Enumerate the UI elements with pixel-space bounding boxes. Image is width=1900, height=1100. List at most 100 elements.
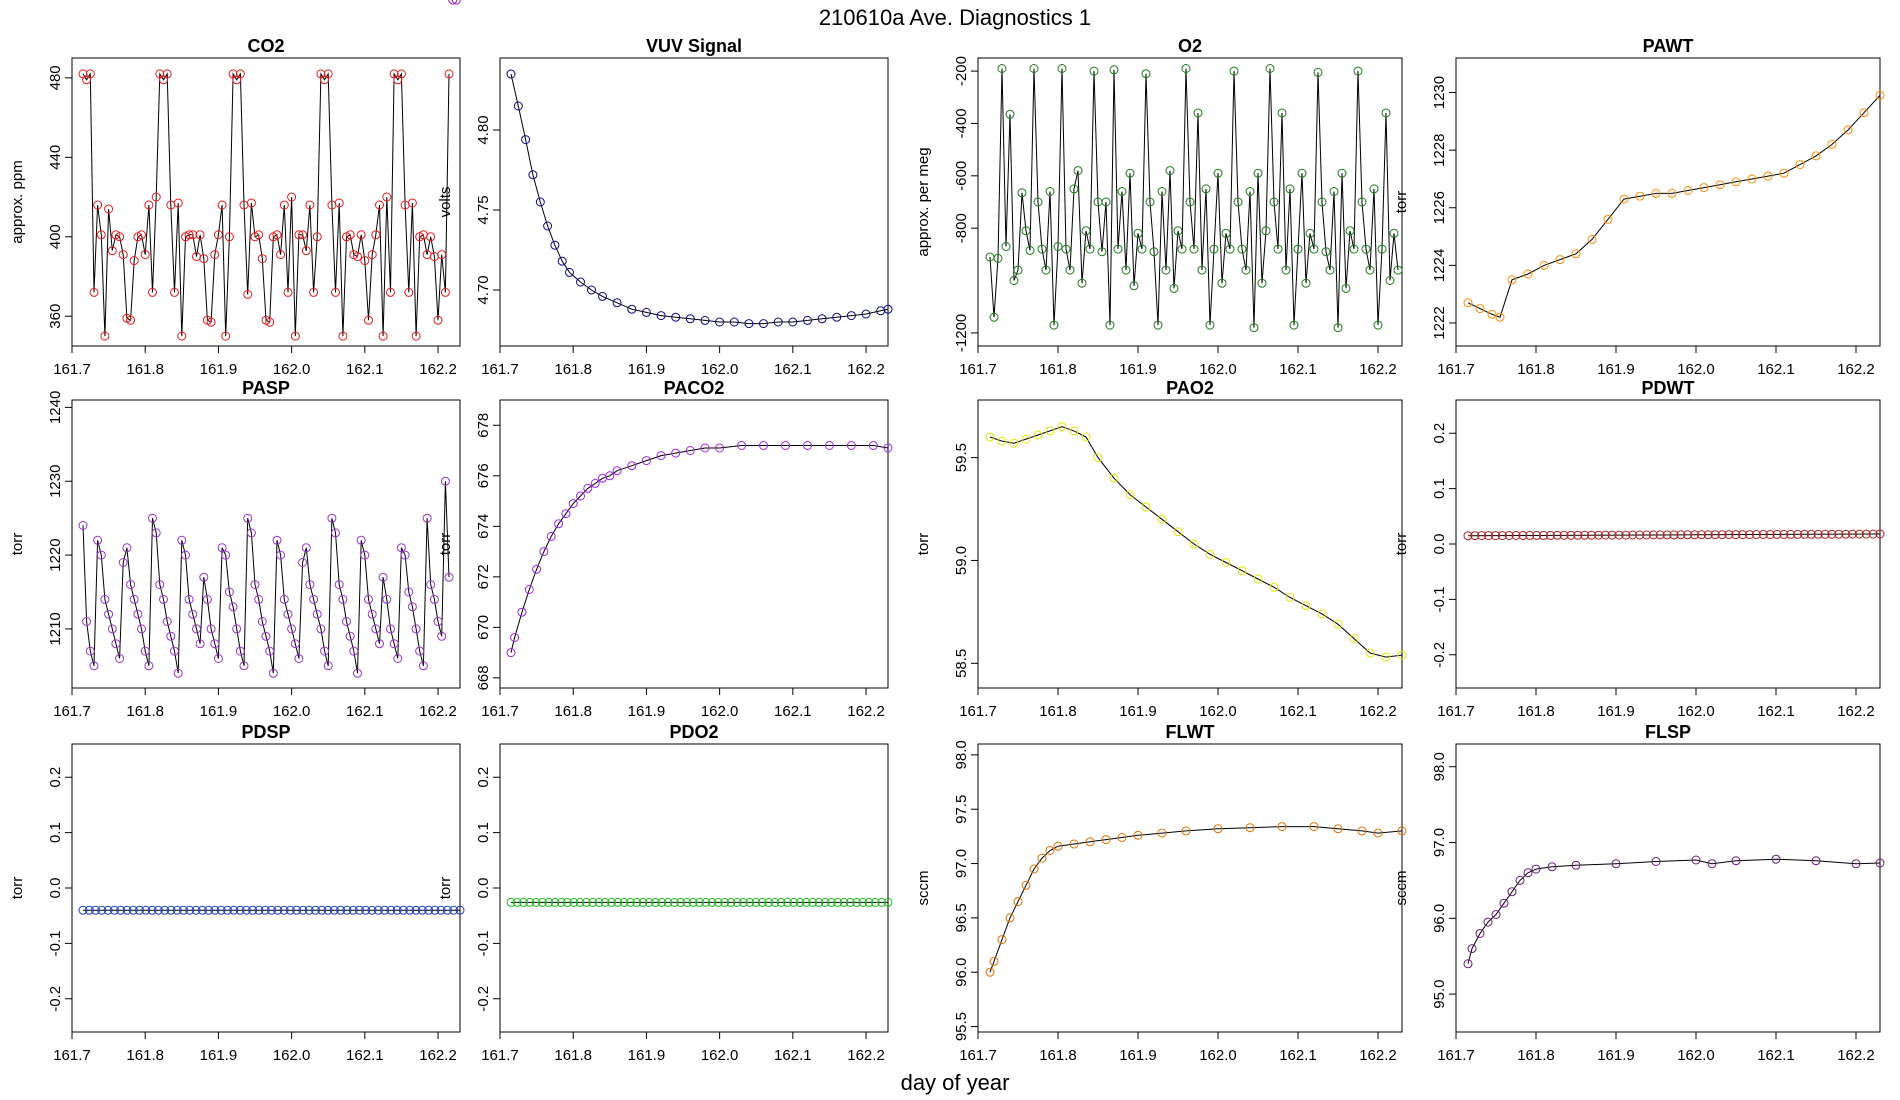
data-point — [1001, 242, 1011, 251]
data-point — [1149, 247, 1159, 257]
x-tick-label: 161.8 — [1517, 1047, 1555, 1064]
data-point — [1201, 184, 1211, 194]
data-point — [883, 304, 893, 314]
data-point — [1217, 278, 1227, 288]
data-point — [1545, 530, 1555, 540]
x-axis: 161.7 161.8 161.9 162.0 162.1 162.2 — [959, 688, 1397, 720]
y-tick-label: -400 — [953, 108, 970, 138]
data-point — [405, 905, 415, 915]
data-point — [411, 905, 421, 915]
data-point — [803, 441, 812, 450]
data-point — [688, 897, 698, 907]
series-line — [989, 826, 1403, 973]
data-point — [1233, 197, 1243, 207]
data-point — [1811, 151, 1821, 161]
data-point — [613, 897, 623, 907]
data-point — [317, 905, 327, 915]
data-point — [334, 198, 344, 208]
data-point — [1635, 530, 1645, 540]
panel-paco2: PACO2 161.7 161.8 161.9 162.0 162.1 162.2 668 67… — [437, 378, 893, 720]
data-point — [1690, 530, 1700, 540]
data-point — [535, 197, 545, 207]
data-point — [1305, 228, 1315, 238]
data-point — [685, 446, 695, 455]
y-axis: 1222 1224 1226 1228 1230 — [1431, 76, 1456, 340]
data-point — [290, 639, 300, 649]
y-tick-label: 668 — [475, 665, 492, 690]
data-point — [1357, 826, 1367, 836]
data-point — [1827, 139, 1837, 149]
data-point — [759, 319, 768, 329]
data-point — [1141, 69, 1151, 79]
data-point — [671, 448, 681, 458]
data-point — [312, 232, 322, 242]
x-tick-label: 162.2 — [1837, 703, 1875, 720]
y-tick-label: 0.2 — [475, 767, 492, 788]
x-tick-label: 161.8 — [1039, 361, 1077, 378]
data-point — [298, 230, 308, 240]
data-point — [140, 646, 150, 656]
data-point — [1559, 530, 1569, 540]
x-axis: 161.7 161.8 161.9 162.0 162.1 162.2 — [53, 688, 457, 720]
x-tick-label: 162.1 — [1757, 361, 1795, 378]
data-point — [411, 331, 421, 341]
x-tick-label: 162.1 — [774, 361, 812, 378]
series-line — [1467, 95, 1881, 318]
data-point — [1875, 858, 1885, 868]
data-point — [625, 897, 635, 907]
data-point — [1073, 166, 1083, 176]
data-point — [1281, 265, 1291, 275]
data-point — [241, 905, 251, 915]
y-tick-label: 1210 — [47, 612, 64, 645]
data-point — [1077, 278, 1087, 288]
y-axis: 668 670 672 674 676 678 — [475, 413, 500, 690]
data-point — [272, 230, 282, 240]
data-point — [1635, 191, 1645, 201]
data-point — [411, 624, 421, 634]
data-point — [1313, 67, 1323, 77]
data-point — [1333, 619, 1343, 629]
data-point — [651, 897, 660, 907]
data-point — [1389, 228, 1399, 238]
data-point — [839, 897, 849, 907]
data-point — [1009, 438, 1019, 448]
data-point — [426, 232, 436, 242]
data-point — [104, 204, 114, 214]
x-tick-label: 161.7 — [481, 1047, 519, 1064]
data-point — [1621, 530, 1631, 540]
data-point — [141, 905, 151, 915]
y-tick-label: 360 — [47, 304, 64, 329]
data-point — [440, 287, 450, 297]
data-point — [656, 451, 666, 461]
data-point — [1125, 168, 1135, 178]
data-point — [133, 609, 143, 619]
data-point — [1851, 859, 1861, 869]
x-axis: 161.7 161.8 161.9 162.0 162.1 162.2 — [959, 1032, 1397, 1064]
data-point — [378, 572, 388, 582]
data-point — [331, 287, 340, 297]
data-point — [1806, 529, 1816, 539]
y-tick-label: 1224 — [1431, 249, 1448, 282]
x-tick-label: 161.8 — [1517, 361, 1555, 378]
data-point — [1651, 857, 1661, 866]
data-point — [1843, 125, 1853, 135]
x-tick-label: 161.9 — [1119, 1047, 1157, 1064]
data-point — [279, 200, 289, 210]
data-point — [364, 315, 373, 325]
data-point — [375, 200, 384, 210]
data-point — [126, 580, 136, 590]
data-point — [1177, 244, 1187, 254]
y-tick-label: 96.5 — [953, 903, 970, 932]
data-point — [1793, 529, 1803, 539]
data-point — [845, 897, 855, 907]
data-point — [100, 331, 110, 341]
data-point — [1157, 514, 1167, 524]
data-point — [348, 905, 358, 915]
data-point — [1365, 648, 1375, 658]
data-point — [103, 905, 113, 915]
y-tick-label: 98.0 — [1431, 752, 1448, 781]
data-point — [789, 897, 799, 907]
y-tick-label: 676 — [475, 463, 492, 488]
data-point — [569, 897, 579, 907]
